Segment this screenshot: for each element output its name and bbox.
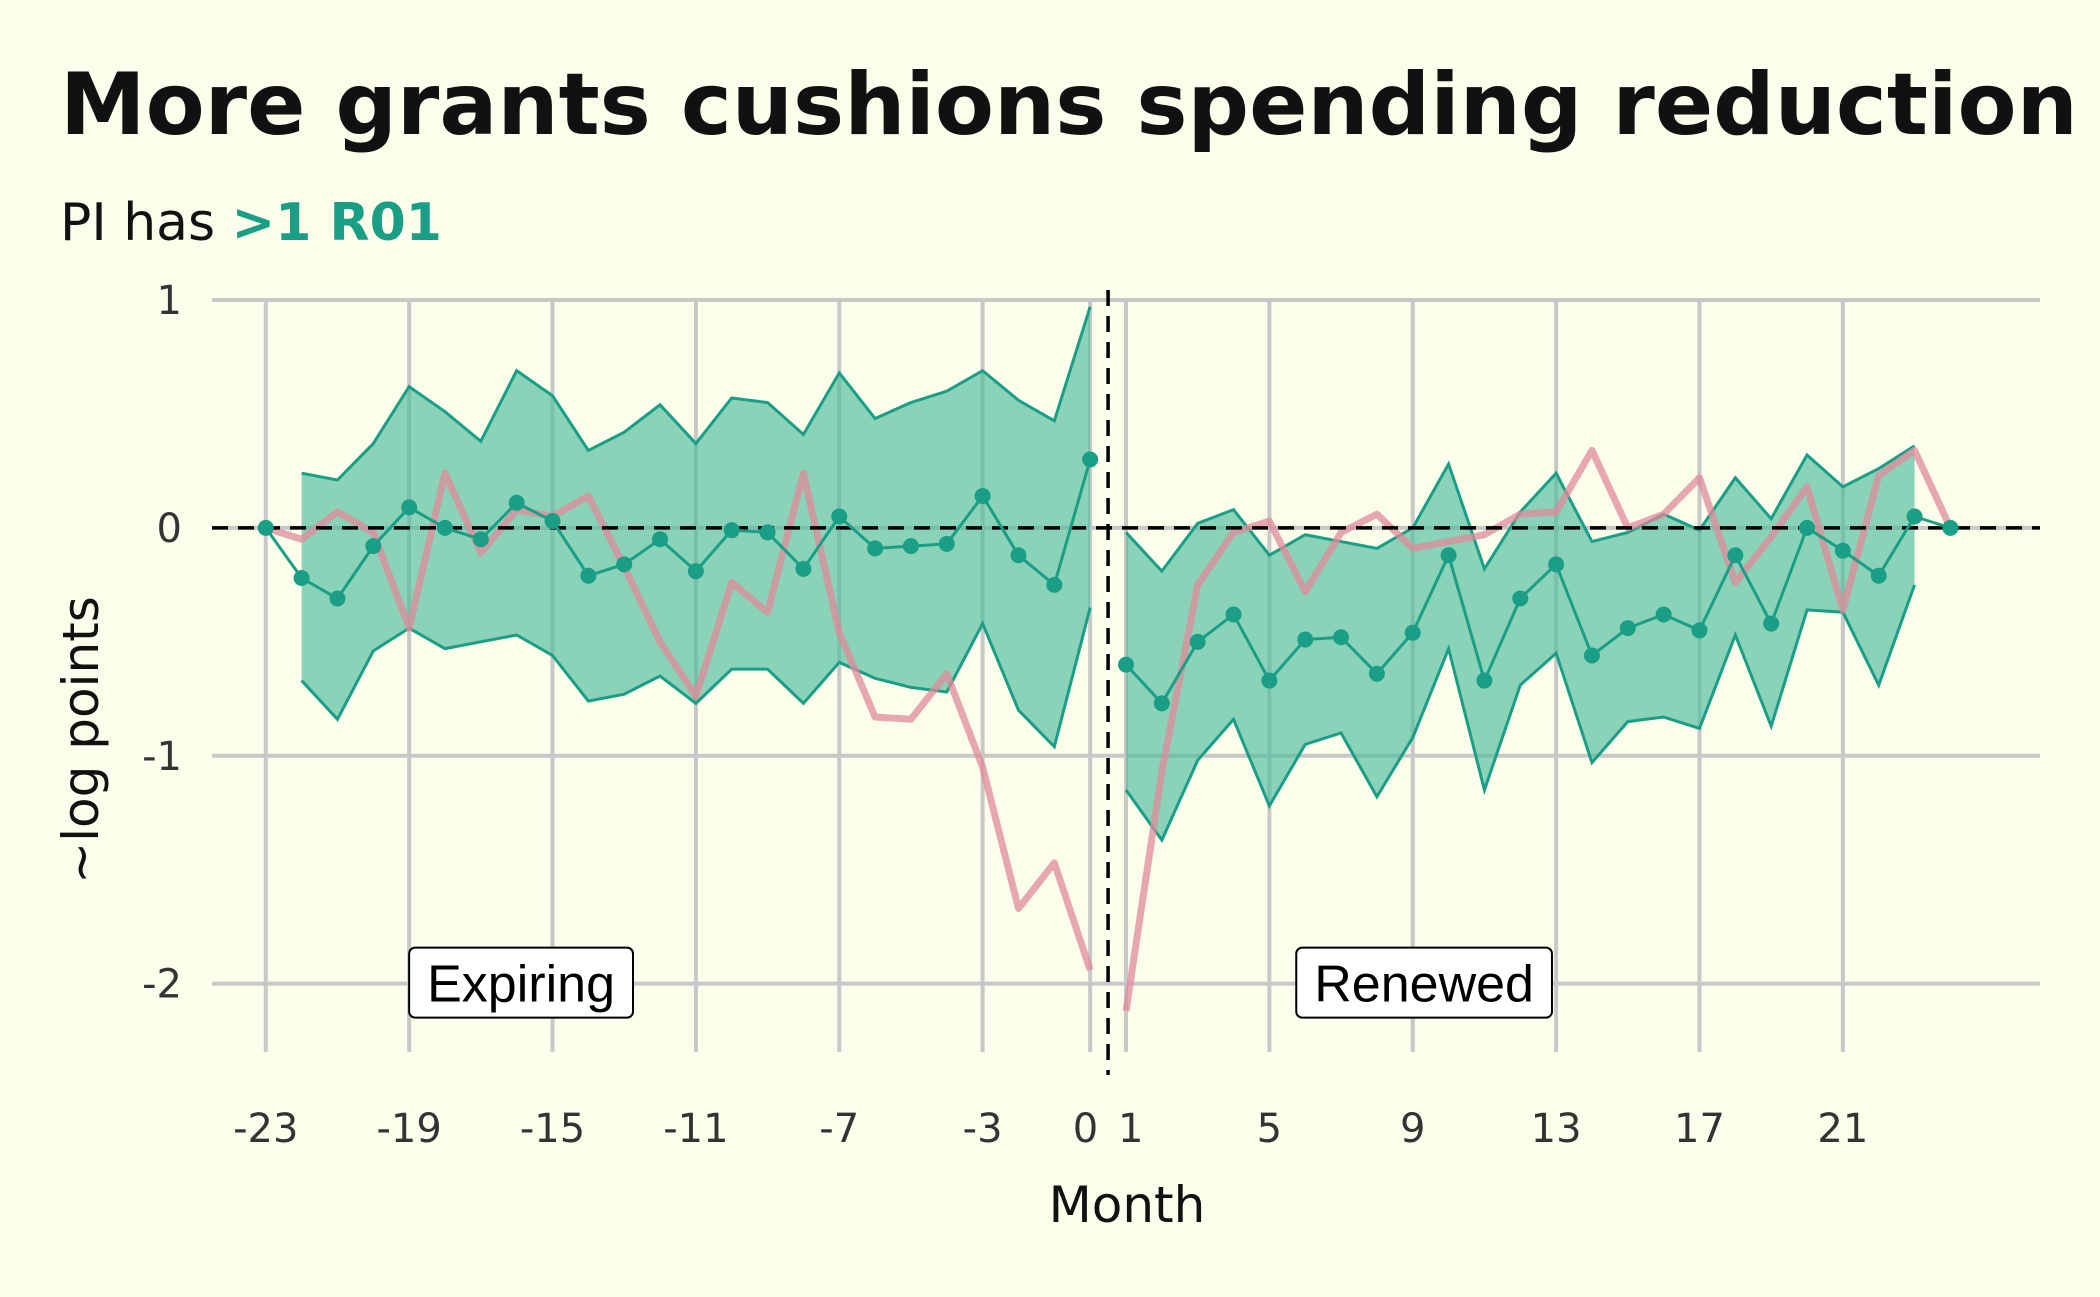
x-tick-label: -3: [963, 1106, 1003, 1152]
estimate-point: [1512, 590, 1529, 607]
estimate-point: [867, 540, 884, 557]
y-tick-label: 1: [157, 278, 182, 324]
x-tick-label: 17: [1674, 1106, 1725, 1152]
estimate-point: [1583, 647, 1600, 664]
estimate-point: [1727, 547, 1744, 564]
estimate-point: [687, 563, 704, 580]
estimate-point: [759, 524, 776, 541]
x-tick-label: 5: [1257, 1106, 1282, 1152]
x-tick-label: -23: [233, 1106, 298, 1152]
subtitle-prefix: PI has: [60, 193, 232, 253]
estimate-point: [1297, 631, 1314, 648]
estimate-point: [616, 556, 633, 573]
estimate-point: [652, 531, 669, 548]
estimate-point: [401, 499, 418, 516]
y-tick-label: -1: [142, 734, 182, 780]
y-axis-ticks: 1 0 -1 -2: [142, 278, 182, 1008]
comparison-line: [1122, 446, 1954, 1012]
annotation-box: [1295, 946, 1553, 1019]
estimate-point: [1046, 576, 1063, 593]
estimate-point: [257, 519, 274, 536]
estimate-point: [1440, 547, 1457, 564]
estimate-point: [1118, 656, 1134, 673]
estimate-point: [723, 522, 740, 539]
annotations: Expiring Renewed: [408, 946, 1553, 1019]
estimate-point: [365, 538, 382, 555]
estimate-point: [1189, 633, 1206, 650]
estimate-point: [831, 508, 848, 525]
estimate-point: [1870, 567, 1887, 584]
ci-upper-line: [301, 306, 1092, 482]
estimate-point: [1368, 665, 1385, 682]
x-tick-label: 1: [1118, 1106, 1143, 1152]
estimate-point: [974, 487, 991, 504]
x-tick-label: 21: [1817, 1106, 1868, 1152]
subtitle-highlight: >1 R01: [232, 193, 442, 253]
confidence-band: [1126, 445, 1915, 841]
estimate-points: [257, 451, 1959, 712]
x-axis-ticks: -23 -19 -15 -11 -7 -3 0 1 5 9 13 17 21: [233, 1106, 1868, 1152]
x-tick-label: 9: [1400, 1106, 1425, 1152]
estimate-point: [1010, 547, 1027, 564]
x-axis-title: Month: [1049, 1176, 1206, 1234]
estimate-point: [1225, 606, 1242, 623]
estimate-point: [1082, 451, 1099, 468]
estimate-point: [580, 567, 597, 584]
estimate-point: [472, 531, 489, 548]
estimate-point: [1834, 542, 1851, 559]
estimate-point: [1404, 624, 1421, 641]
annotation-text: Expiring: [427, 956, 615, 1014]
annotation-box: [408, 946, 635, 1019]
estimate-point: [1333, 629, 1350, 646]
estimate-point: [1799, 519, 1816, 536]
estimate-point: [938, 535, 955, 552]
estimate-point: [1153, 695, 1170, 712]
comparison-lines: [264, 446, 1954, 1012]
x-tick-label: 0: [1073, 1106, 1098, 1152]
estimate-point: [1942, 519, 1959, 536]
x-tick-label: -7: [819, 1106, 859, 1152]
chart-subtitle: PI has >1 R01: [60, 193, 442, 253]
reference-lines: [212, 290, 2040, 1075]
estimate-point: [1261, 672, 1278, 689]
chart-title: More grants cushions spending reduction: [60, 55, 2078, 155]
comparison-line: [264, 469, 1094, 972]
estimate-point: [1906, 508, 1923, 525]
estimate-line: [264, 459, 1092, 601]
annotation-label: Renewed: [1295, 946, 1553, 1019]
ci-lower-line: [1124, 584, 1916, 844]
estimate-point: [329, 590, 346, 607]
y-tick-label: 0: [157, 506, 182, 552]
annotation-label: Expiring: [408, 946, 635, 1019]
estimate-point: [902, 538, 919, 555]
estimate-point: [293, 570, 310, 587]
estimate-point: [795, 560, 812, 577]
annotation-text: Renewed: [1314, 956, 1534, 1014]
y-axis-title: ~log points: [52, 596, 110, 884]
x-tick-label: -11: [663, 1106, 728, 1152]
ci-lower-line: [300, 607, 1092, 750]
x-tick-label: -15: [520, 1106, 585, 1152]
y-tick-label: -2: [142, 962, 182, 1008]
x-tick-label: 13: [1531, 1106, 1582, 1152]
estimate-point: [1619, 620, 1636, 637]
x-tick-label: -19: [376, 1106, 441, 1152]
estimate-point: [436, 519, 453, 536]
estimate-point: [508, 494, 525, 511]
estimate-point: [1763, 615, 1780, 632]
estimate-point: [1655, 606, 1672, 623]
estimate-point: [1691, 622, 1708, 639]
estimate-point: [1548, 556, 1565, 573]
estimate-point: [1476, 672, 1493, 689]
estimate-point: [544, 513, 561, 530]
